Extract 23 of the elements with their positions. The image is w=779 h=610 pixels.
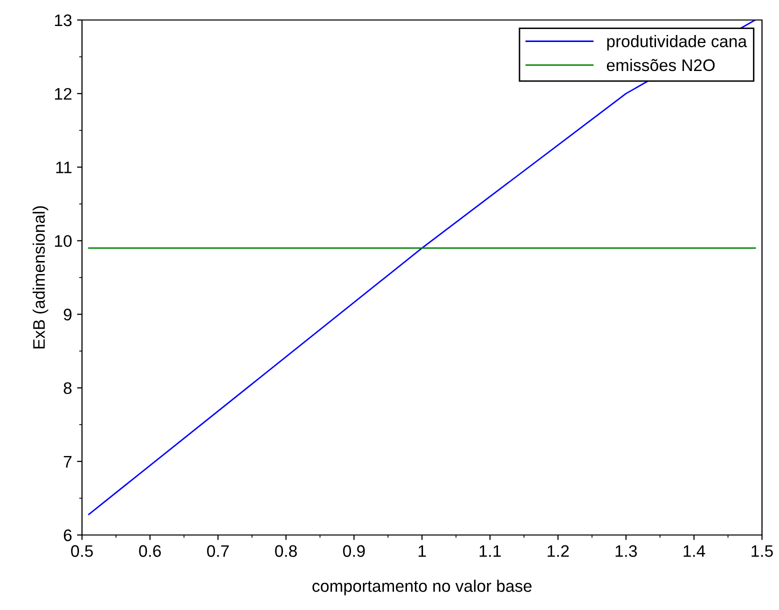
- y-tick-label: 7: [64, 456, 72, 468]
- y-tick-label: 11: [56, 162, 72, 174]
- x-tick-label: 0.5: [71, 545, 93, 557]
- x-axis-title: comportamento no valor base: [312, 580, 532, 596]
- y-tick-label: 10: [55, 235, 72, 247]
- y-tick-label: 9: [64, 308, 72, 320]
- x-tick-label: 1: [418, 545, 426, 557]
- x-tick-label: 1.5: [752, 545, 773, 557]
- legend-label: emissões N2O: [606, 58, 715, 72]
- y-tick-label: 8: [64, 382, 72, 394]
- x-tick-label: 0.7: [207, 545, 229, 557]
- y-tick-label: 12: [55, 88, 72, 100]
- x-tick-label: 0.6: [139, 545, 161, 557]
- x-tick-label: 0.8: [275, 545, 297, 557]
- x-tick-label: 1.2: [548, 545, 569, 557]
- y-axis-title: ExB (adimensional): [32, 206, 48, 348]
- x-tick-label: 1.3: [616, 545, 637, 557]
- legend-label: produtividade cana: [607, 35, 748, 51]
- x-tick-label: 1.1: [480, 545, 501, 557]
- y-tick-label: 6: [64, 529, 72, 542]
- y-tick-label: 13: [55, 14, 72, 26]
- x-tick-label: 1.4: [684, 545, 706, 557]
- x-tick-label: 0.9: [343, 545, 365, 557]
